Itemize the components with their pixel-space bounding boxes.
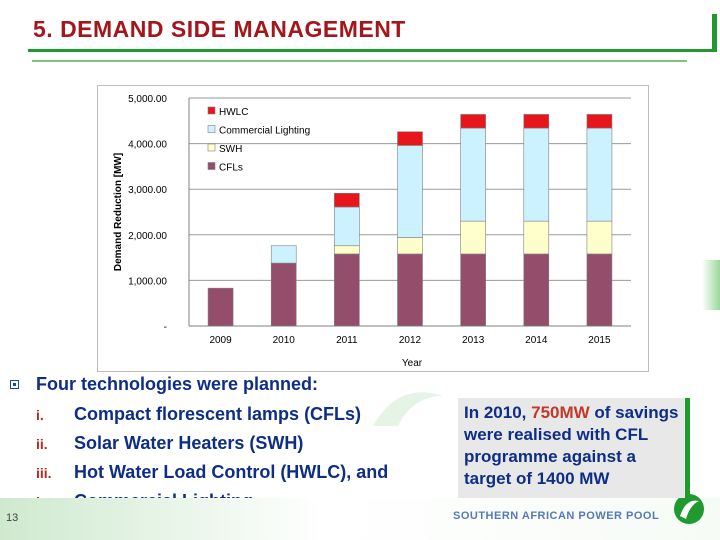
bar-segment-hwlc (586, 114, 613, 129)
footer-band (0, 498, 720, 540)
footer-logo-text: SOUTHERN AFRICAN POWER POOL (453, 510, 660, 522)
legend-label: SWH (219, 144, 242, 155)
title-underline (32, 60, 687, 62)
title-frame (28, 14, 717, 52)
bar-segment-hwlc (334, 193, 360, 208)
list-item: i. Compact florescent lamps (CFLs) (36, 404, 361, 425)
bullet-square-icon (10, 380, 19, 389)
bar-segment-commercial-lighting (397, 145, 423, 238)
list-item-number: i. (36, 407, 44, 423)
y-tick-label: 5,000.00 (128, 94, 167, 105)
bar-segment-commercial-lighting (586, 127, 613, 222)
list-item-text: Compact florescent lamps (CFLs) (74, 404, 362, 424)
x-tick-label: 2012 (399, 335, 422, 346)
y-tick-label: - (164, 322, 167, 333)
slide-title: 5. DEMAND SIDE MANAGEMENT (33, 16, 406, 42)
list-item-number: ii. (36, 436, 48, 452)
bar-segment-commercial-lighting (334, 206, 360, 247)
list-item: ii. Solar Water Heaters (SWH) (36, 433, 303, 454)
list-item-text: Hot Water Load Control (HWLC), and (74, 462, 389, 482)
legend-swatch (207, 162, 216, 170)
bar-segment-cfls (586, 253, 613, 327)
legend-swatch (207, 143, 216, 152)
technologies-list: Four technologies were planned: i. Compac… (0, 372, 450, 511)
legend-label: HWLC (219, 107, 248, 118)
bar-segment-swh (334, 245, 360, 255)
callout-text: In 2010, 750MW of savings were realised … (464, 403, 679, 488)
x-tick-label: 2011 (336, 335, 358, 346)
bar-segment-commercial-lighting (460, 127, 486, 222)
list-item-number: iii. (36, 465, 52, 481)
bar-segment-swh (586, 220, 613, 255)
list-item-text: Solar Water Heaters (SWH) (74, 433, 304, 453)
bar-segment-cfls (397, 253, 423, 327)
bar-segment-hwlc (460, 114, 486, 129)
y-tick-label: 3,000.00 (128, 185, 167, 196)
bar-segment-hwlc (397, 131, 423, 146)
x-tick-label: 2009 (209, 335, 232, 346)
bar-segment-hwlc (523, 114, 550, 129)
demand-reduction-chart: - 1,000.00 2,000.00 3,000.00 4,000.00 5,000.0… (113, 94, 631, 369)
callout-highlight: 750MW (531, 403, 590, 422)
y-tick-label: 2,000.00 (128, 231, 167, 242)
bar-segment-cfls (334, 253, 360, 327)
bar-segment-swh (460, 220, 486, 255)
y-tick-label: 4,000.00 (128, 140, 167, 151)
list-item: iii. Hot Water Load Control (HWLC), and (36, 462, 388, 483)
x-tick-label: 2015 (588, 335, 611, 346)
bar-segment-cfls (523, 253, 550, 327)
watermark-swirl-icon (373, 392, 443, 426)
legend-label: CFLs (219, 163, 243, 174)
bar-segment-commercial-lighting (523, 127, 550, 222)
bar-segment-swh (523, 220, 550, 255)
y-axis-title: Demand Reduction [MW] (113, 153, 124, 271)
y-tick-label: 1,000.00 (128, 276, 167, 287)
bar-segment-swh (397, 237, 423, 255)
savings-callout: In 2010, 750MW of savings were realised … (458, 398, 690, 498)
sapp-logo-icon (674, 494, 704, 524)
legend-swatch (207, 125, 216, 133)
bar-segment-cfls (270, 262, 297, 327)
page-number: 13 (6, 512, 19, 524)
right-accent-shape (702, 260, 720, 310)
legend-swatch (207, 106, 216, 115)
bar-segment-cfls (460, 253, 486, 327)
x-tick-label: 2014 (525, 335, 548, 346)
x-tick-label: 2013 (462, 335, 485, 346)
x-tick-label: 2010 (273, 335, 296, 346)
technologies-heading: Four technologies were planned: (36, 374, 319, 394)
x-axis-title: Year (402, 358, 423, 369)
bar-segment-commercial-lighting (270, 245, 297, 264)
legend-label: Commercial Lighting (219, 126, 310, 137)
bar-segment-cfls (207, 287, 234, 327)
